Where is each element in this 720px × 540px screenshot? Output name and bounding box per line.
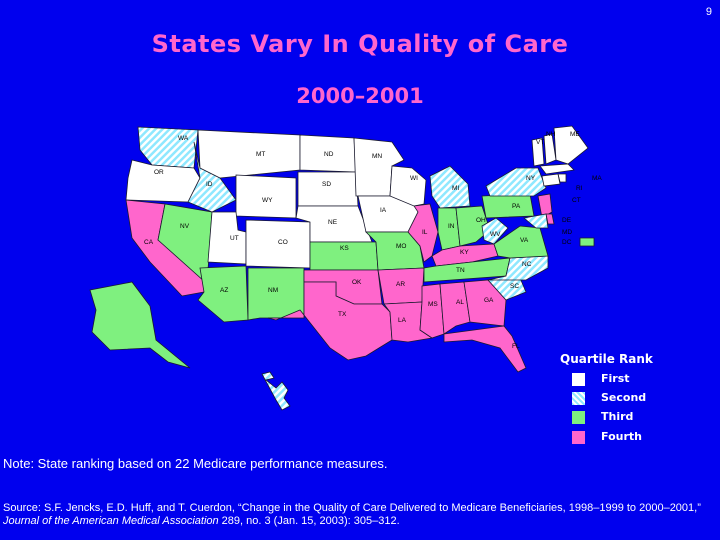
state-label-ia: IA: [380, 207, 387, 214]
source-suffix: 289, no. 3 (Jan. 15, 2003): 305–312.: [218, 515, 400, 527]
state-label-dc: DC: [562, 239, 572, 246]
state-label-ky: KY: [460, 249, 469, 256]
state-label-ri: RI: [576, 185, 583, 192]
state-wv: [481, 217, 509, 245]
legend-label-second: Second: [601, 391, 647, 404]
state-label-ne: NE: [328, 219, 338, 226]
state-label-tn: TN: [456, 267, 465, 274]
state-al: [439, 281, 471, 335]
state-label-fl: FL: [512, 343, 520, 350]
state-label-oh: OH: [476, 217, 486, 224]
state-label-wa: WA: [178, 135, 189, 142]
state-label-ar: AR: [396, 281, 405, 288]
state-md: [523, 213, 549, 229]
state-label-co: CO: [278, 239, 288, 246]
state-wi: [389, 165, 427, 207]
state-nh: [543, 133, 557, 165]
state-label-sc: SC: [510, 283, 519, 290]
state-label-il: IL: [422, 229, 428, 236]
state-label-ut: UT: [230, 235, 239, 242]
state-label-az: AZ: [220, 287, 228, 294]
state-label-nv: NV: [180, 223, 190, 230]
state-label-nd: ND: [324, 151, 334, 158]
legend-label-fourth: Fourth: [601, 430, 642, 443]
state-label-sd: SD: [322, 181, 331, 188]
state-label-id: ID: [206, 181, 213, 188]
legend-label-third: Third: [601, 410, 634, 423]
state-label-ny: NY: [526, 175, 536, 182]
state-label-mt: MT: [256, 151, 265, 158]
state-hi: [261, 371, 291, 411]
state-label-wv: WV: [490, 231, 501, 238]
state-label-ms: MS: [428, 301, 438, 308]
state-wa: [137, 126, 199, 169]
state-nj: [537, 193, 553, 219]
state-az: [197, 265, 249, 323]
state-label-or: OR: [154, 169, 164, 176]
state-me: [553, 125, 589, 165]
state-label-wi: WI: [410, 175, 418, 182]
state-ny: [485, 167, 547, 197]
state-label-ma: MA: [592, 175, 602, 182]
state-label-me: ME: [570, 131, 580, 138]
legend-swatch-first: [572, 373, 585, 386]
page-subtitle: 2000–2001: [296, 84, 424, 108]
state-ga: [463, 279, 507, 327]
state-label-tx: TX: [338, 311, 347, 318]
state-mt: [197, 129, 301, 179]
state-label-de: DE: [562, 217, 572, 224]
state-label-mo: MO: [396, 243, 406, 250]
legend-title: Quartile Rank: [560, 352, 653, 366]
source-citation: Source: S.F. Jencks, E.D. Huff, and T. C…: [3, 502, 703, 528]
state-vt: [531, 137, 545, 167]
state-va: [493, 225, 549, 259]
state-label-pa: PA: [512, 203, 521, 210]
state-label-nh: NH: [546, 131, 556, 138]
state-ak: [89, 281, 191, 369]
state-label-mn: MN: [372, 153, 382, 160]
state-dc: [579, 237, 595, 247]
state-sd: [297, 171, 359, 207]
page-title: States Vary In Quality of Care: [151, 30, 569, 58]
legend-swatch-third: [572, 411, 585, 424]
legend-label-first: First: [601, 372, 630, 385]
state-oh: [455, 205, 491, 247]
state-label-ca: CA: [144, 239, 154, 246]
state-fl: [443, 325, 527, 373]
state-label-ga: GA: [484, 297, 494, 304]
state-label-ks: KS: [340, 245, 349, 252]
state-pa: [481, 193, 535, 219]
state-label-va: VA: [520, 237, 529, 244]
state-tx: [267, 281, 393, 361]
state-label-ct: CT: [572, 197, 581, 204]
source-prefix: Source: S.F. Jencks, E.D. Huff, and T. C…: [3, 502, 701, 514]
state-ct: [541, 173, 561, 187]
page-number: 9: [705, 6, 712, 18]
state-label-in: IN: [448, 223, 455, 230]
legend-swatch-second: [572, 392, 585, 405]
state-label-ok: OK: [352, 279, 362, 286]
state-label-la: LA: [398, 317, 407, 324]
state-label-nm: NM: [268, 287, 278, 294]
state-ma: [539, 163, 575, 175]
state-label-vt: VT: [536, 139, 544, 146]
state-ut: [207, 211, 247, 265]
state-label-wy: WY: [262, 197, 273, 204]
note-text: Note: State ranking based on 22 Medicare…: [3, 456, 388, 471]
state-label-mi: MI: [452, 185, 459, 192]
state-label-al: AL: [456, 299, 464, 306]
legend-swatch-fourth: [572, 431, 585, 444]
state-label-nc: NC: [522, 261, 532, 268]
state-label-md: MD: [562, 229, 572, 236]
state-mi: [429, 165, 471, 209]
state-il: [407, 203, 439, 263]
source-journal: Journal of the American Medical Associat…: [3, 515, 219, 527]
